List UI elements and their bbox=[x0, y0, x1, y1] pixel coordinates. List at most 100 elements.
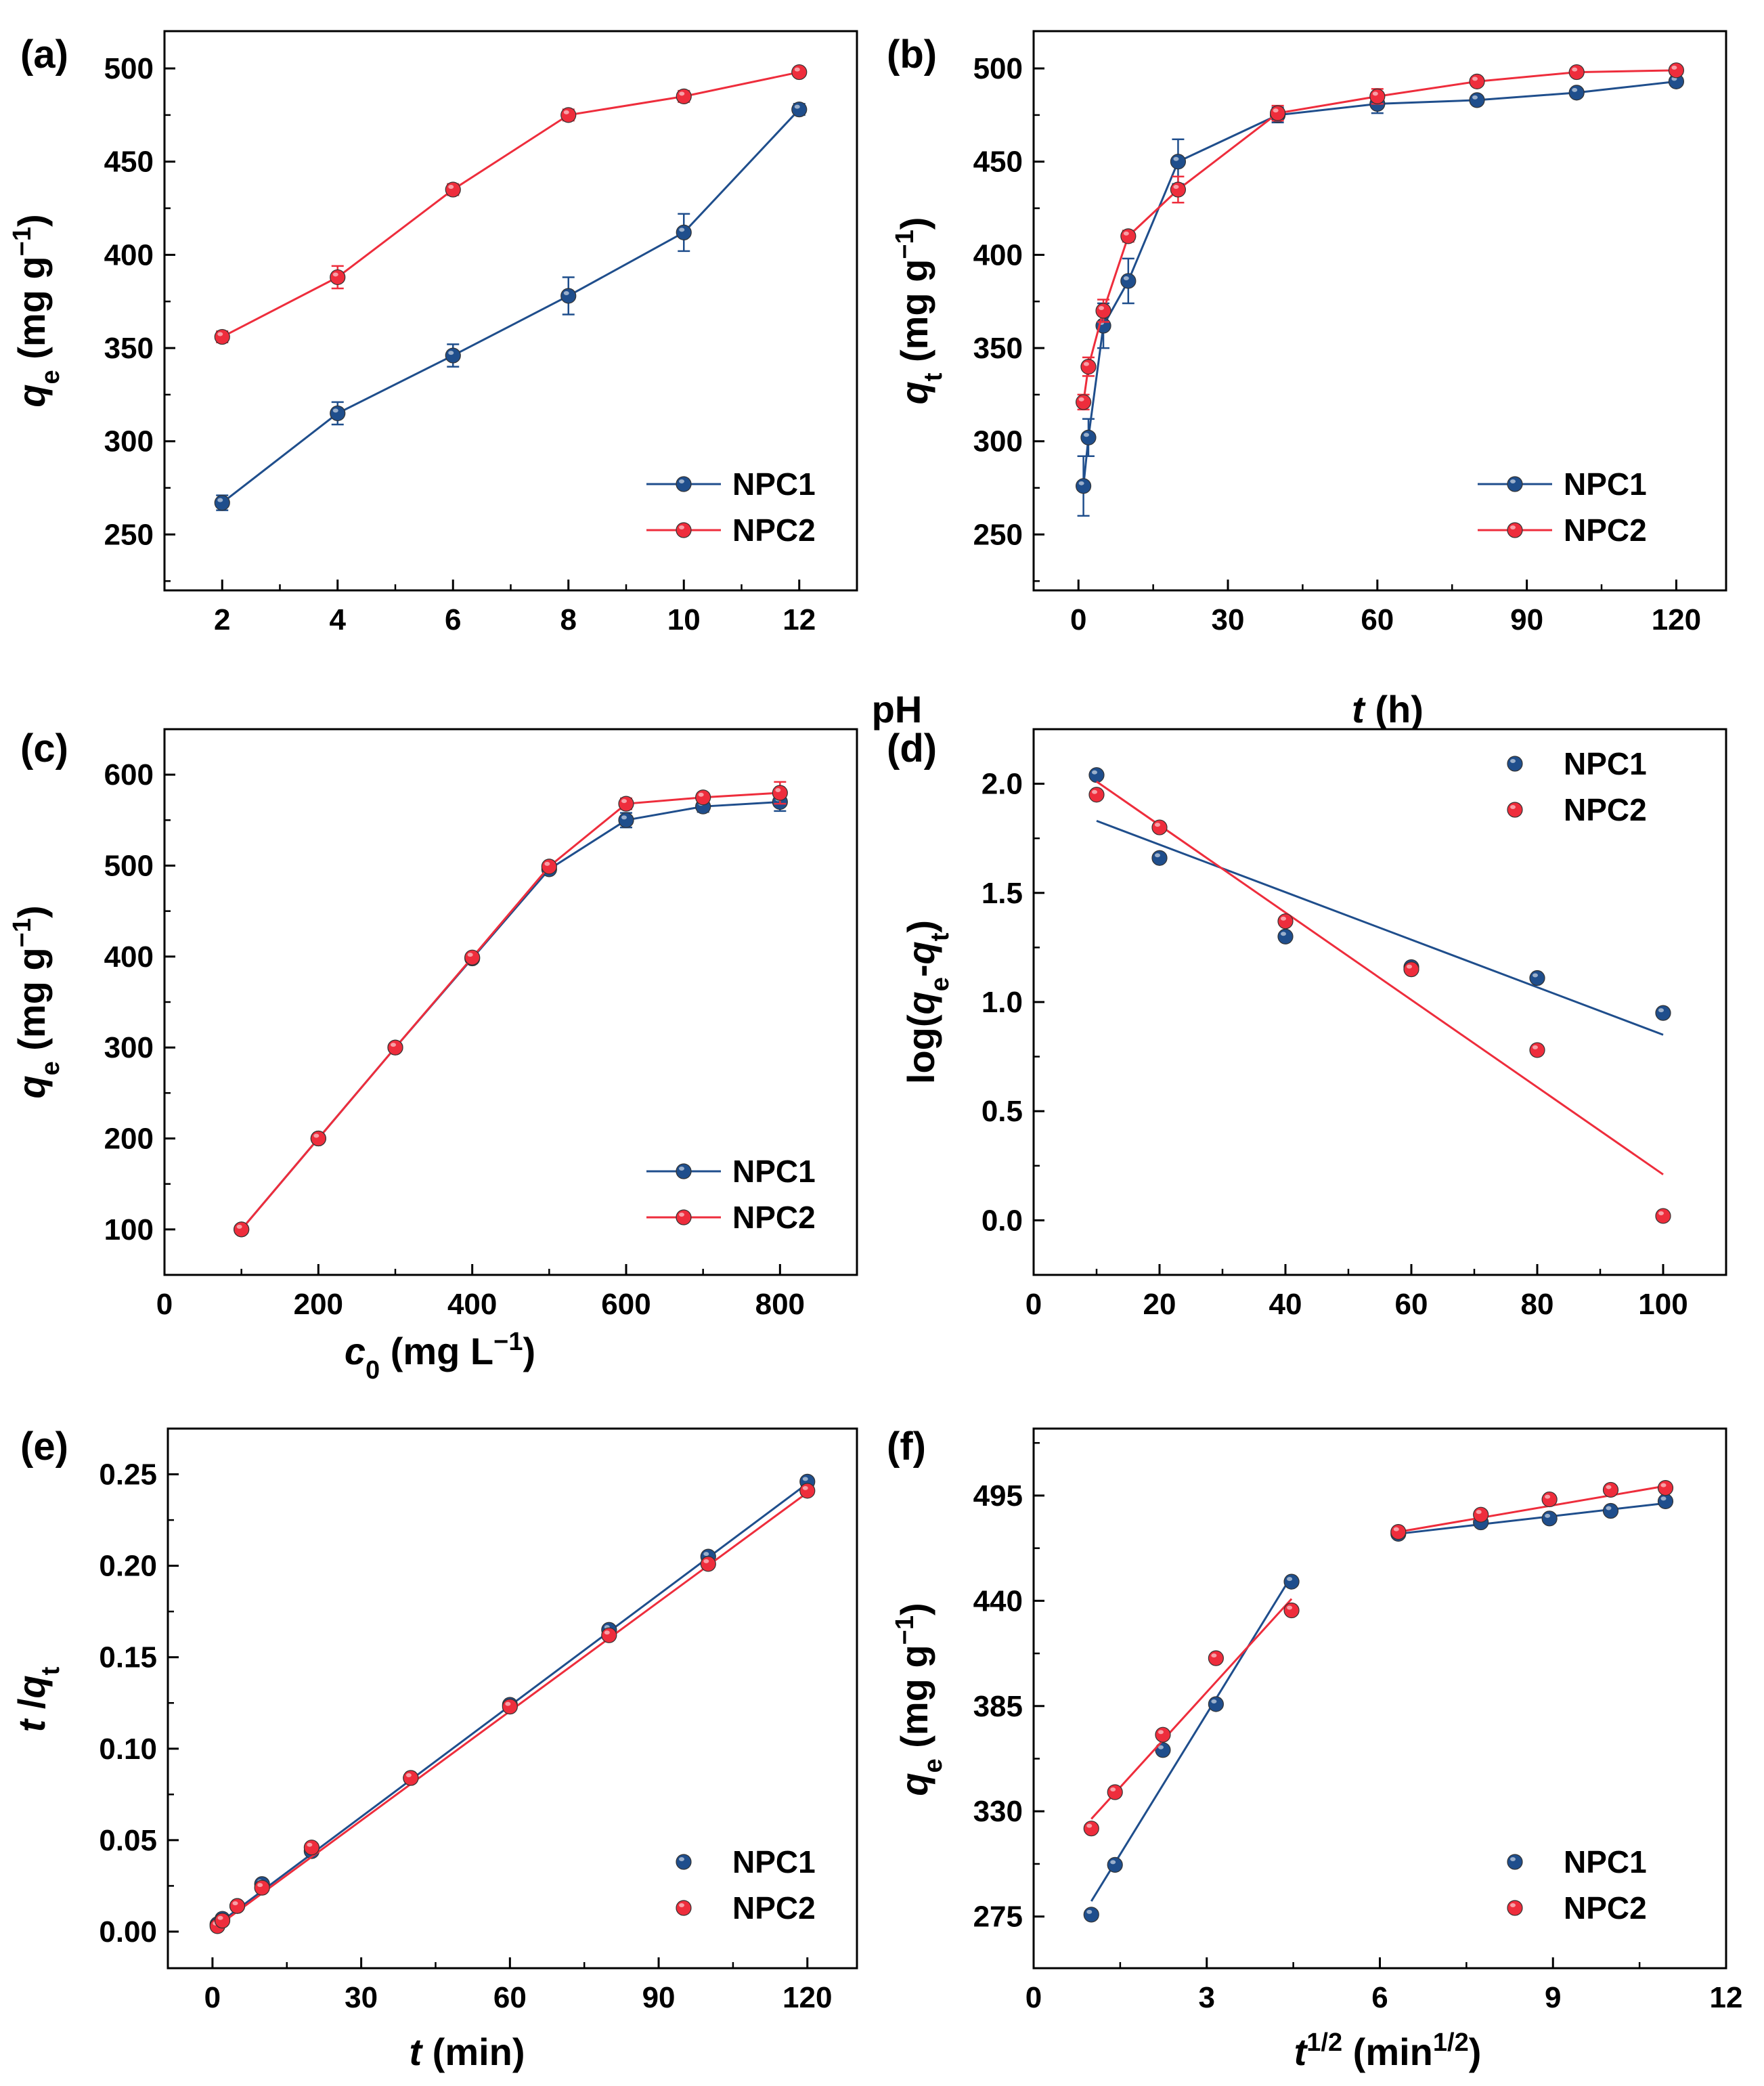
data-point-highlight bbox=[1281, 916, 1286, 921]
data-point bbox=[772, 785, 788, 801]
legend-label: NPC1 bbox=[1564, 466, 1647, 502]
data-point-highlight bbox=[1287, 1605, 1293, 1610]
panel-e: 0 30 60 90 120 0.00 0.05 0.10 0.15 0.20 0.25 (e) t (… bbox=[10, 1425, 858, 2073]
y-tick-label: 400 bbox=[104, 238, 154, 271]
data-point bbox=[560, 107, 577, 123]
y-tick-label: 0.5 bbox=[982, 1095, 1023, 1128]
y-tick-label: 400 bbox=[973, 238, 1023, 271]
data-point-highlight bbox=[544, 861, 550, 866]
data-point bbox=[791, 64, 808, 81]
data-point bbox=[1277, 928, 1294, 944]
data-point-highlight bbox=[604, 1630, 610, 1635]
x-tick-label: 12 bbox=[1710, 1981, 1743, 2014]
y-tick-label: 450 bbox=[973, 146, 1023, 179]
x-tick-label: 60 bbox=[1361, 603, 1394, 636]
plot-frame bbox=[163, 728, 858, 1276]
label-part: q bbox=[893, 1773, 935, 1796]
data-point-highlight bbox=[621, 799, 627, 804]
y-tick-label: 275 bbox=[973, 1900, 1023, 1934]
x-tick-label: 6 bbox=[445, 603, 461, 636]
legend-marker bbox=[1507, 802, 1523, 818]
data-point bbox=[330, 405, 346, 422]
data-point bbox=[1107, 1784, 1123, 1800]
data-point-highlight bbox=[1123, 276, 1129, 280]
data-point-highlight bbox=[1658, 1211, 1664, 1215]
x-tick-label: 6 bbox=[1371, 1981, 1388, 2014]
data-point-highlight bbox=[1545, 1494, 1551, 1499]
data-point bbox=[1655, 1005, 1671, 1021]
legend-marker bbox=[676, 522, 692, 538]
data-point-highlight bbox=[448, 185, 454, 190]
data-point bbox=[330, 269, 346, 286]
y-tick-label: 0.10 bbox=[99, 1733, 157, 1766]
data-point-highlight bbox=[802, 1485, 808, 1490]
legend-label: NPC2 bbox=[732, 513, 816, 548]
legend-marker bbox=[1507, 1854, 1523, 1870]
data-point-highlight bbox=[1078, 397, 1084, 401]
series-line bbox=[1082, 69, 1677, 403]
legend: NPC1 NPC2 bbox=[1507, 746, 1647, 827]
data-point bbox=[1529, 970, 1545, 986]
label-part: (mg g bbox=[893, 259, 935, 373]
y-tick-label: 100 bbox=[104, 1213, 154, 1246]
data-point bbox=[1083, 1907, 1099, 1923]
x-tick-label: 30 bbox=[345, 1981, 378, 2014]
data-point-highlight bbox=[679, 91, 685, 96]
data-point-highlight bbox=[1533, 973, 1538, 978]
label-part: - bbox=[900, 964, 942, 977]
x-tick-label: 12 bbox=[782, 603, 816, 636]
label-part: q bbox=[893, 381, 935, 404]
y-tick-label: 350 bbox=[104, 332, 154, 365]
x-tick-label: 0 bbox=[1070, 603, 1086, 636]
legend: NPC1 NPC2 bbox=[676, 1844, 816, 1926]
legend-marker bbox=[676, 1900, 692, 1916]
label-part: −1 bbox=[8, 918, 37, 947]
data-point bbox=[1095, 303, 1111, 319]
label-part: ) bbox=[1469, 2030, 1482, 2073]
data-point-highlight bbox=[217, 1915, 223, 1920]
label-part: t bbox=[37, 1666, 65, 1675]
data-point bbox=[1668, 62, 1685, 79]
data-point bbox=[1568, 64, 1585, 81]
data-point bbox=[1283, 1573, 1300, 1590]
legend-marker-highlight bbox=[1510, 525, 1516, 529]
data-point bbox=[1369, 88, 1386, 104]
y-axis-label: qe (mg g−1) bbox=[8, 214, 65, 407]
x-tick-label: 600 bbox=[601, 1288, 651, 1321]
data-point bbox=[387, 1039, 403, 1056]
x-tick-label: 80 bbox=[1521, 1288, 1554, 1321]
y-tick-label: 1.5 bbox=[982, 877, 1023, 910]
data-point bbox=[1529, 1042, 1545, 1058]
data-point bbox=[618, 812, 634, 828]
data-point bbox=[1208, 1650, 1224, 1666]
label-part: c bbox=[345, 1330, 366, 1372]
data-point bbox=[214, 328, 230, 345]
data-point bbox=[541, 859, 557, 875]
label-part: 1/2 bbox=[1433, 2028, 1469, 2057]
data-point bbox=[1270, 105, 1286, 121]
data-point-highlight bbox=[232, 1901, 238, 1906]
y-tick-label: 250 bbox=[973, 518, 1023, 551]
label-part: t bbox=[926, 932, 954, 941]
data-point-highlight bbox=[236, 1224, 242, 1229]
label-part: (min) bbox=[422, 2030, 525, 2073]
data-point-highlight bbox=[703, 1552, 709, 1557]
data-point bbox=[1390, 1524, 1407, 1540]
panel-label: (e) bbox=[20, 1425, 68, 1469]
data-point-highlight bbox=[1157, 1745, 1164, 1750]
y-tick-label: 350 bbox=[973, 332, 1023, 365]
plot-frame bbox=[163, 30, 858, 592]
legend-marker bbox=[1507, 1900, 1523, 1916]
legend-label: NPC2 bbox=[732, 1200, 816, 1235]
data-point-highlight bbox=[1472, 77, 1478, 81]
legend-marker-highlight bbox=[1510, 479, 1516, 483]
label-part: t bbox=[1352, 688, 1366, 731]
panel-label: (b) bbox=[887, 32, 937, 77]
data-point-highlight bbox=[1155, 823, 1160, 827]
data-point bbox=[1075, 478, 1092, 494]
data-point-highlight bbox=[332, 408, 338, 413]
label-part: e bbox=[37, 1061, 65, 1075]
legend-marker-highlight bbox=[1510, 1903, 1516, 1907]
